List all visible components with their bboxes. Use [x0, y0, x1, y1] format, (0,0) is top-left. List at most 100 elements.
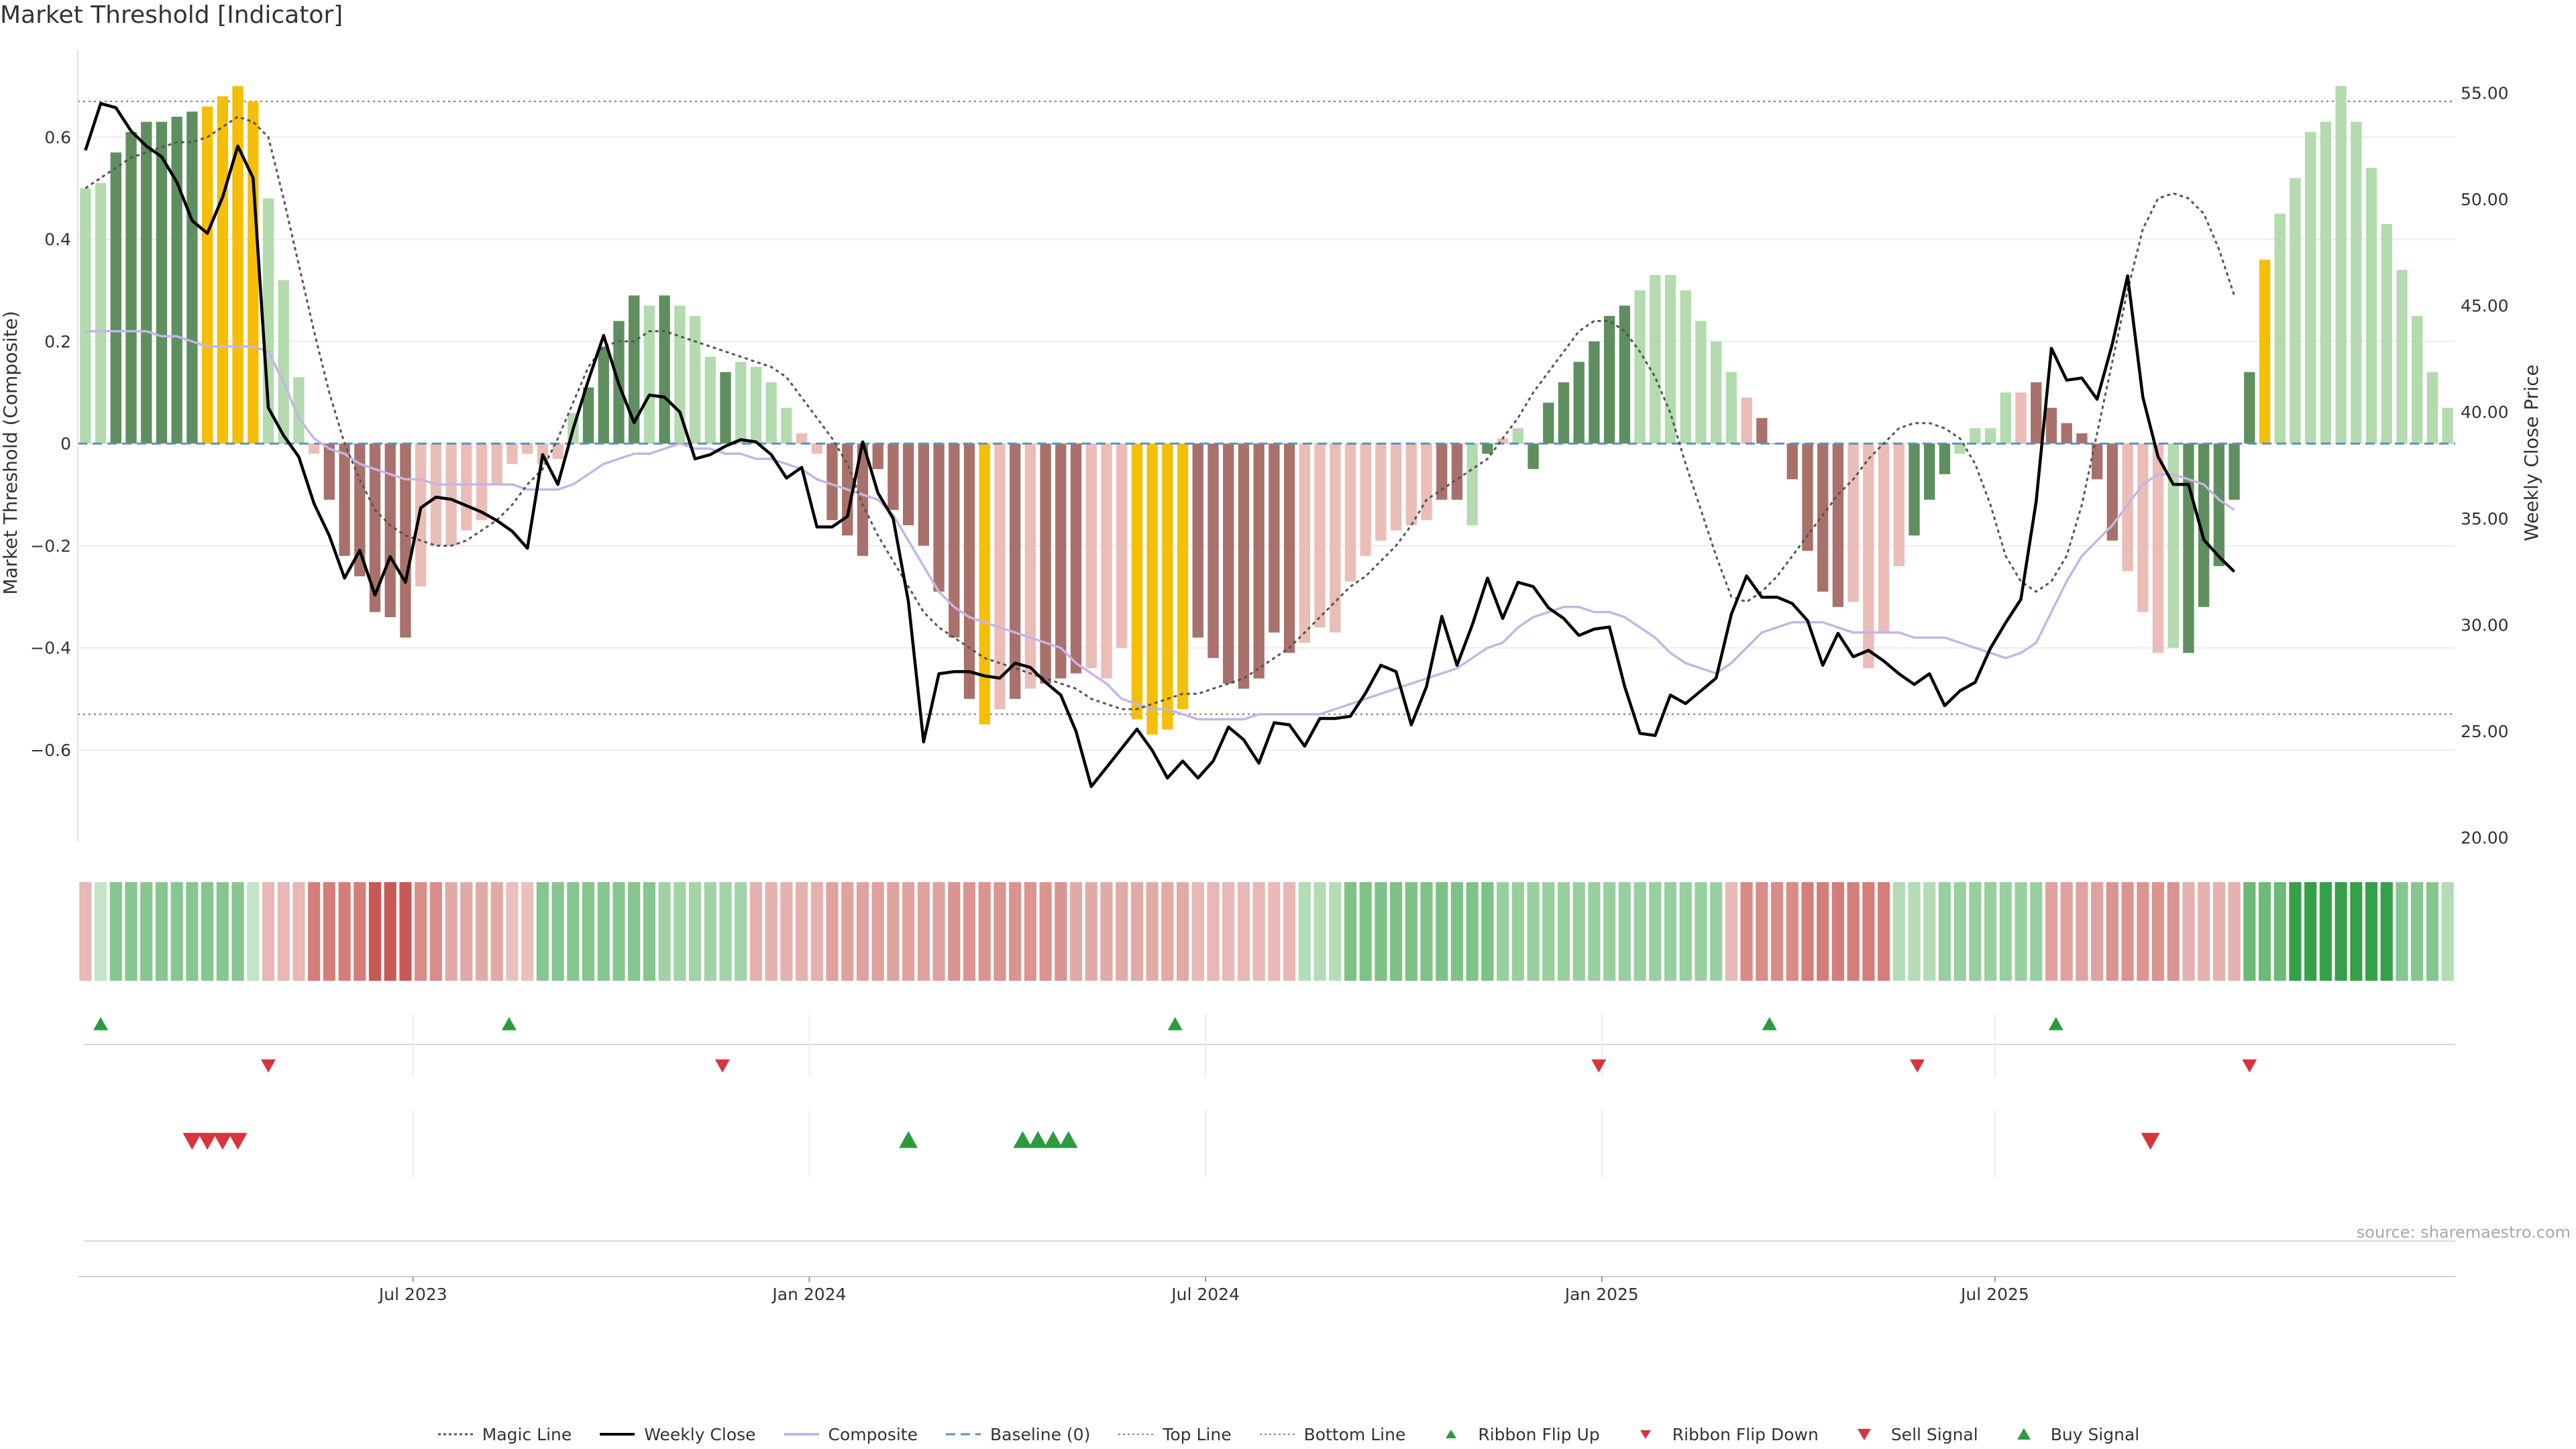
- ribbon-cell: [1695, 882, 1707, 981]
- ribbon-cell: [1116, 882, 1128, 981]
- legend-label: Ribbon Flip Up: [1478, 1424, 1600, 1444]
- composite-bar: [2213, 443, 2225, 566]
- ribbon-cell: [292, 882, 305, 981]
- ribbon-cell: [308, 882, 321, 981]
- legend-label: Buy Signal: [2050, 1424, 2140, 1444]
- composite-bar: [1603, 315, 1615, 444]
- composite-bar: [308, 443, 320, 454]
- composite-bar: [1664, 274, 1676, 444]
- ribbon-cell: [2273, 882, 2286, 981]
- composite-bar: [445, 443, 457, 546]
- y2-tick-label: 45.00: [2461, 297, 2509, 316]
- grid-lines: [78, 136, 2455, 751]
- composite-bar: [2290, 178, 2301, 444]
- sell-signal-marker: [2141, 1132, 2160, 1150]
- ribbon-flip-down-marker: [2242, 1059, 2257, 1073]
- ribbon-cell: [1756, 882, 1768, 981]
- ribbon-cell: [1420, 882, 1433, 981]
- ribbon-cell: [1298, 882, 1311, 981]
- composite-bar: [1619, 305, 1631, 444]
- composite-bar: [2137, 443, 2149, 612]
- y-tick-label: −0.2: [30, 536, 71, 555]
- ribbon-cell: [582, 882, 595, 981]
- composite-bar: [1832, 443, 1844, 607]
- ribbon-cell: [1740, 882, 1753, 981]
- ribbon-cell: [704, 882, 716, 981]
- ribbon-cell: [2212, 882, 2225, 981]
- composite-bar: [720, 372, 731, 444]
- ribbon-cell: [1770, 882, 1784, 981]
- legend-item: Ribbon Flip Up: [1432, 1424, 1600, 1444]
- composite-bar: [1482, 443, 1493, 454]
- ribbon-cell: [628, 882, 641, 981]
- ribbon-cell: [1710, 882, 1723, 981]
- x-axis: Jul 2023 Jan 2024 Jul 2024 Jan 2025 Jul 2025: [78, 1276, 2455, 1304]
- composite-bar: [1192, 443, 1203, 638]
- x-tick-label: Jul 2023: [378, 1285, 447, 1304]
- sell-signal-marker: [198, 1132, 217, 1150]
- composite-bar: [888, 443, 899, 511]
- composite-bar: [201, 106, 213, 444]
- ribbon-cell: [2411, 882, 2424, 981]
- ribbon-cell: [1436, 882, 1448, 981]
- y-tick-label: 0.6: [44, 127, 71, 147]
- ribbon-cell: [79, 882, 92, 981]
- ribbon-cell: [94, 882, 107, 981]
- ribbon-cell: [1831, 882, 1845, 981]
- y2-tick-label: 35.00: [2461, 509, 2509, 529]
- ribbon-cell: [1252, 882, 1265, 981]
- ribbon-cell: [932, 882, 945, 981]
- triangle-down-icon: [1845, 1428, 1883, 1441]
- ribbon-cell: [1862, 882, 1875, 981]
- y-tick-label: 0.2: [44, 332, 71, 352]
- ribbon-cell: [948, 882, 961, 981]
- composite-bar: [704, 356, 716, 444]
- ribbon-cell: [262, 882, 275, 981]
- dashed-line-icon: [945, 1428, 982, 1441]
- ribbon-cell: [765, 882, 777, 981]
- composite-bar: [1634, 290, 1646, 444]
- ribbon-cell: [643, 882, 656, 981]
- legend-item: Composite: [783, 1425, 918, 1444]
- ribbon-cell: [1725, 882, 1737, 981]
- composite-bar: [1939, 443, 1951, 474]
- histogram-bars: [80, 86, 2453, 735]
- buy-signal-marker: [1028, 1131, 1048, 1148]
- composite-bar: [1543, 402, 1554, 444]
- composite-bar: [186, 111, 198, 444]
- ribbon-cell: [1130, 882, 1143, 981]
- ribbon-flip-up-marker: [2048, 1017, 2063, 1030]
- ribbon-cell: [841, 882, 854, 981]
- ribbon-cell: [2151, 882, 2165, 981]
- buy-signal-marker: [899, 1131, 918, 1148]
- ribbon-cell: [1542, 882, 1555, 981]
- composite-bar: [1040, 443, 1051, 684]
- solid-line-icon: [598, 1428, 636, 1441]
- ribbon-flip-down-marker: [260, 1059, 276, 1073]
- legend-label: Magic Line: [482, 1424, 572, 1444]
- composite-bar: [1924, 443, 1935, 500]
- composite-bar: [2335, 86, 2347, 444]
- composite-bar: [171, 116, 182, 444]
- composite-bar: [582, 387, 594, 444]
- ribbon-strip: [79, 882, 2454, 981]
- fine-dotted-line-icon: [1117, 1428, 1155, 1441]
- composite-bar: [933, 443, 945, 592]
- composite-bar: [1390, 443, 1402, 531]
- ribbon-cell: [1633, 882, 1646, 981]
- composite-bar: [1573, 362, 1585, 444]
- composite-bar: [552, 443, 564, 460]
- legend-label: Baseline (0): [989, 1424, 1091, 1444]
- ribbon-cell: [384, 882, 396, 981]
- composite-bar: [1421, 443, 1432, 521]
- ribbon-cell: [1938, 882, 1951, 981]
- composite-bar: [811, 443, 822, 454]
- ribbon-cell: [338, 882, 351, 981]
- composite-bar: [2305, 131, 2316, 444]
- composite-bar: [2365, 168, 2377, 444]
- ribbon-cell: [1329, 882, 1342, 981]
- ribbon-cell: [810, 882, 823, 981]
- axes: 0.6 0.4 0.2 0 −0.2 −0.4 −0.6 55.00 50.00 45.00 40.…: [0, 50, 2542, 848]
- ribbon-cell: [1847, 882, 1860, 981]
- composite-bar: [1223, 443, 1234, 684]
